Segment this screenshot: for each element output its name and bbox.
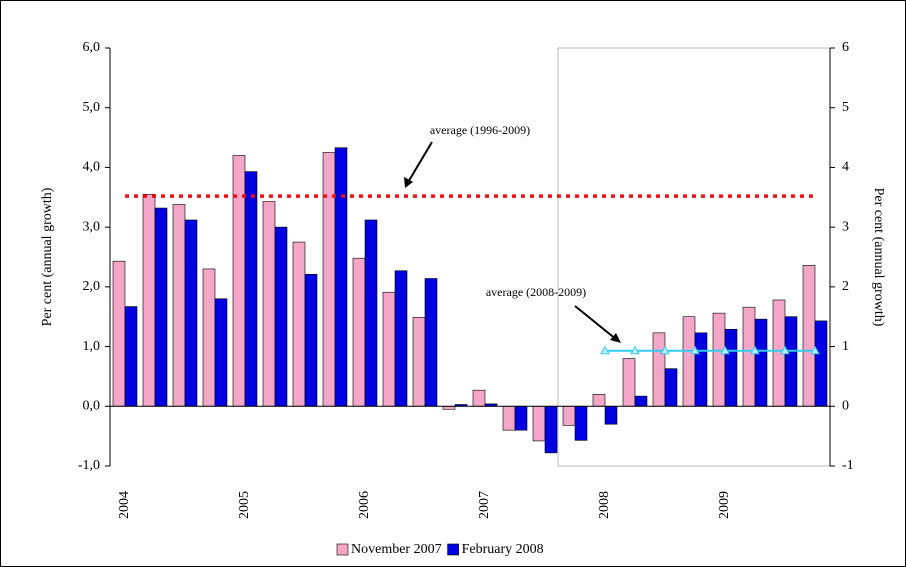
bar <box>754 318 768 407</box>
bar <box>472 389 486 407</box>
y-axis-title: Per cent (annual growth) <box>40 187 55 326</box>
x-tick-label: 2005 <box>237 491 252 519</box>
bar <box>172 204 186 407</box>
marker <box>720 345 730 355</box>
bar <box>634 395 648 407</box>
bar <box>262 201 276 407</box>
x-tick-label: 2007 <box>477 491 492 519</box>
arrow <box>406 141 433 185</box>
bar <box>622 358 636 407</box>
bar <box>412 317 426 407</box>
marker <box>660 345 670 355</box>
bar <box>502 405 516 431</box>
y2-axis-title: Per cent (annual growth) <box>871 188 886 327</box>
annotation: average (2008-2009) <box>486 285 586 299</box>
bar <box>532 405 546 442</box>
bar <box>814 320 828 407</box>
y2-tick-label: 0 <box>842 399 849 414</box>
bar <box>112 260 126 407</box>
y2-tick-label: -1 <box>842 458 854 473</box>
bar <box>274 226 288 407</box>
bar <box>382 291 396 407</box>
x-tick-label: 2008 <box>597 491 612 519</box>
bar <box>304 274 318 407</box>
bar <box>142 194 156 407</box>
marker <box>780 345 790 355</box>
y-tick-label: 1,0 <box>83 339 101 354</box>
x-tick-label: 2004 <box>117 491 132 519</box>
marker <box>630 345 640 355</box>
bar <box>292 241 306 407</box>
y2-tick-label: 4 <box>842 160 849 175</box>
y2-tick-label: 3 <box>842 219 849 234</box>
y-tick-label: -1,0 <box>78 458 100 473</box>
bar <box>592 394 606 407</box>
bar <box>742 306 756 407</box>
bar <box>424 278 438 407</box>
bar <box>784 316 798 407</box>
y2-tick-label: 5 <box>842 100 849 115</box>
bar <box>682 316 696 407</box>
bar <box>802 265 816 407</box>
bar <box>184 219 198 407</box>
bar <box>202 268 216 407</box>
bar <box>394 270 408 407</box>
legend-swatch <box>336 543 349 556</box>
y2-tick-label: 6 <box>842 40 849 55</box>
bar <box>154 207 168 407</box>
legend-label: February 2008 <box>462 542 544 557</box>
marker <box>600 345 610 355</box>
bar <box>562 405 576 426</box>
arrow-head <box>404 177 413 188</box>
x-tick-label: 2006 <box>357 491 372 519</box>
annotation: average (1996-2009) <box>430 123 530 137</box>
bar <box>232 155 246 407</box>
bar <box>214 298 228 407</box>
y-tick-label: 5,0 <box>83 100 101 115</box>
bar <box>514 405 528 431</box>
marker <box>810 345 820 355</box>
arrow-head <box>610 333 621 343</box>
legend-swatch <box>447 543 459 556</box>
y-tick-label: 0,0 <box>83 399 101 414</box>
bar <box>664 368 678 407</box>
x-tick-label: 2009 <box>717 491 732 519</box>
bar <box>322 152 336 407</box>
bar <box>694 332 708 407</box>
bar <box>712 312 726 407</box>
y-tick-label: 2,0 <box>83 279 101 294</box>
legend-label: November 2007 <box>351 542 442 557</box>
bar <box>352 257 366 407</box>
bar <box>724 328 738 407</box>
y-tick-label: 4,0 <box>83 160 101 175</box>
bar <box>124 306 138 407</box>
bar <box>544 405 558 454</box>
marker <box>690 345 700 355</box>
y-tick-label: 3,0 <box>83 219 101 234</box>
bar <box>574 405 588 441</box>
y-tick-label: 6,0 <box>83 40 101 55</box>
bar <box>652 332 666 407</box>
bar <box>604 405 618 425</box>
bar <box>334 147 348 407</box>
marker <box>750 345 760 355</box>
bar <box>364 219 378 407</box>
arrow <box>574 305 618 341</box>
bar <box>244 171 258 407</box>
y2-tick-label: 1 <box>842 339 849 354</box>
y2-tick-label: 2 <box>842 279 849 294</box>
